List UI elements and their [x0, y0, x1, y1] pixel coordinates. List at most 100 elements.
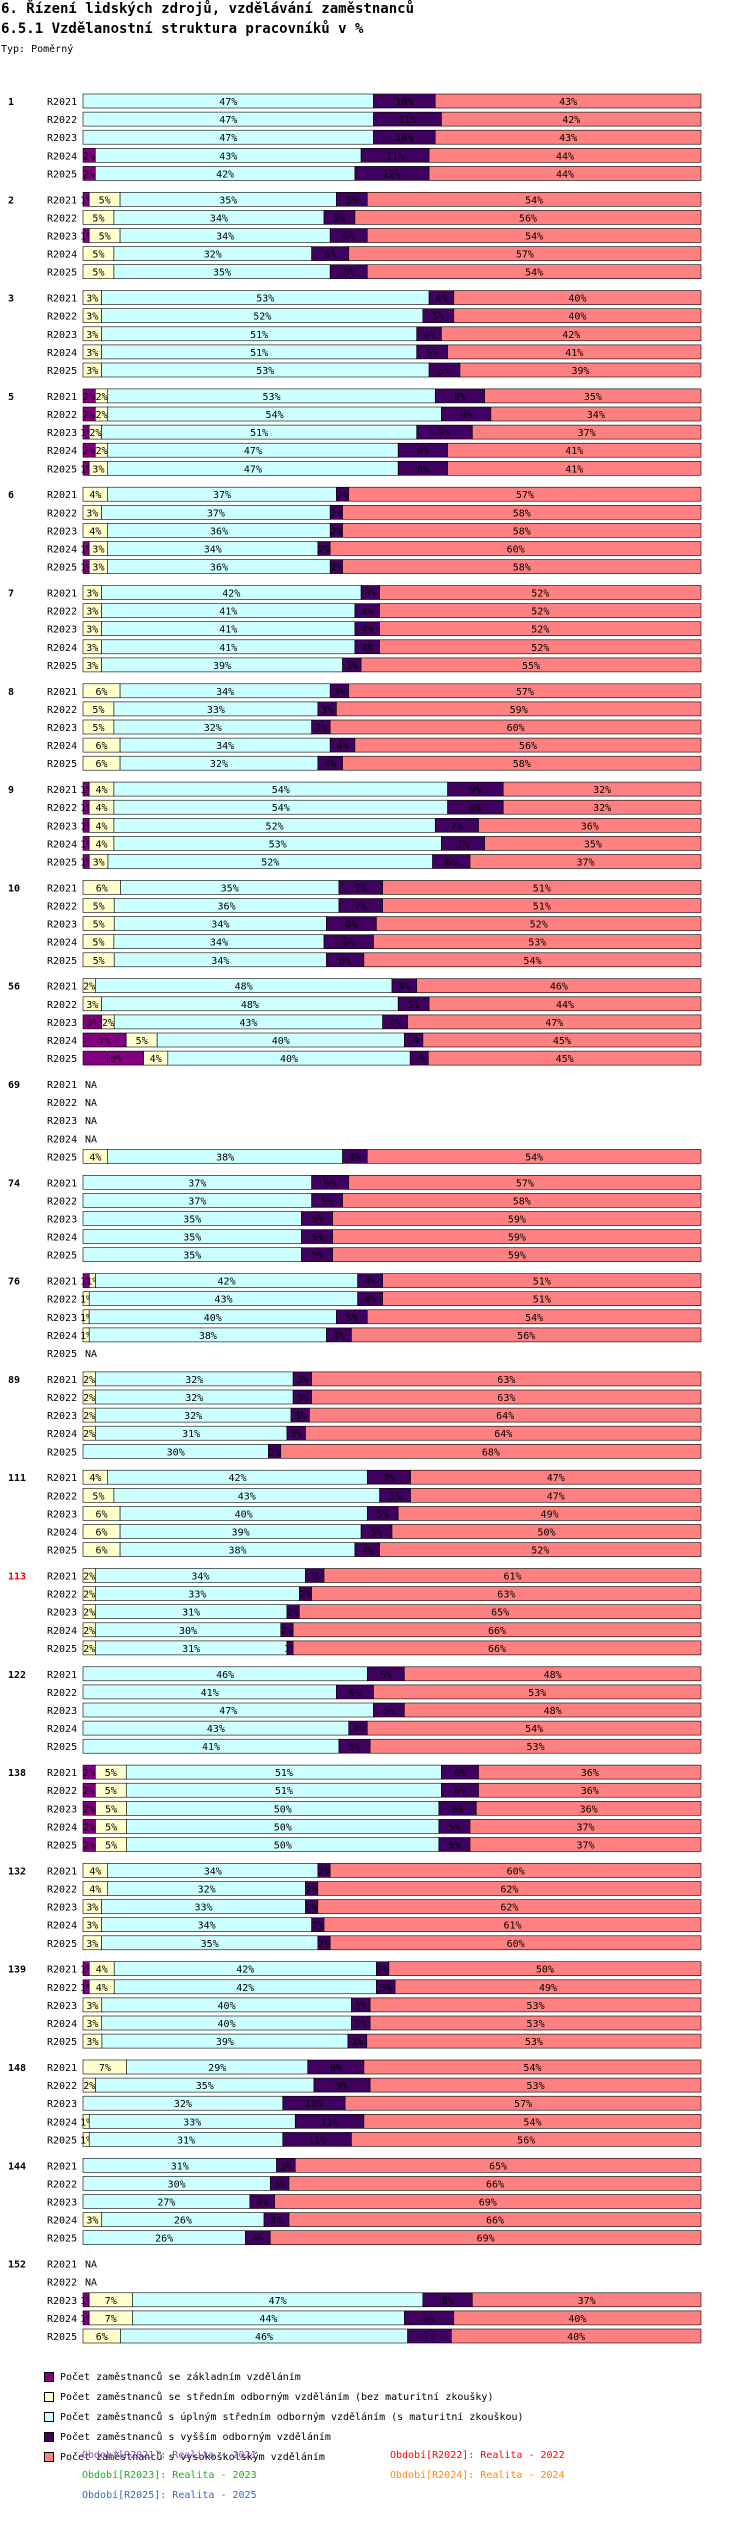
- bar-value-label: 2%: [312, 1921, 324, 1932]
- period-label: R2024: [47, 545, 77, 556]
- bar-value-label: 43%: [238, 1491, 256, 1502]
- bar-value-label: 44%: [556, 1000, 574, 1011]
- bar-value-label: 56%: [519, 741, 537, 752]
- na-label: NA: [85, 1080, 97, 1091]
- period-label: R2023: [47, 1215, 77, 1226]
- bar-segment-vysokoskolske: [342, 523, 702, 538]
- bar-value-label: 12%: [383, 169, 401, 180]
- bar-value-label: 5%: [371, 1528, 383, 1539]
- group-label: 89: [8, 1375, 20, 1386]
- bar-value-label: 30%: [167, 1447, 185, 1458]
- bar-segment-vysokoskolske: [475, 1801, 702, 1816]
- period-label: R2025: [47, 366, 77, 377]
- bar-value-label: 46%: [550, 982, 568, 993]
- period-label: R2023: [47, 330, 77, 341]
- bar-value-label: 1%: [284, 1644, 296, 1655]
- legend-swatch-stredni: [44, 2392, 54, 2402]
- bar-value-label: 32%: [185, 1393, 203, 1404]
- bar-value-label: 36%: [210, 563, 228, 574]
- bar-value-label: 5%: [136, 1036, 148, 1047]
- bar-value-label: 52%: [531, 625, 549, 636]
- period-label: R2021: [47, 785, 77, 796]
- period-label: R2023: [47, 920, 77, 931]
- bar-value-label: 4%: [89, 526, 101, 537]
- group-label: 144: [8, 2161, 26, 2172]
- bar-value-label: 32%: [204, 723, 222, 734]
- bar-value-label: 34%: [204, 545, 222, 556]
- period-2024: Období[R2024]: Realita - 2024: [390, 2470, 565, 2481]
- group-label: 5: [8, 392, 14, 403]
- period-label: R2022: [47, 1885, 77, 1896]
- bar-value-label: 57%: [516, 687, 534, 698]
- bar-segment-vysokoskolske: [332, 1247, 702, 1262]
- bar-value-label: 4%: [361, 643, 373, 654]
- bar-value-label: 34%: [216, 741, 234, 752]
- period-label: R2023: [47, 723, 77, 734]
- period-label: R2021: [47, 2260, 77, 2271]
- period-label: R2025: [47, 1152, 77, 1163]
- bar-value-label: 44%: [259, 2314, 277, 2325]
- bar-value-label: 52%: [530, 920, 548, 931]
- bar-value-label: 6%: [343, 232, 355, 243]
- bar-segment-vysokoskolske: [348, 683, 702, 699]
- bar-value-label: 4%: [150, 1054, 162, 1065]
- bar-value-label: 2%: [287, 1608, 299, 1619]
- group-label: 8: [8, 687, 14, 698]
- bar-value-label: 39%: [213, 661, 231, 672]
- bar-value-label: 60%: [507, 723, 525, 734]
- period-label: R2022: [47, 1295, 77, 1306]
- bar-value-label: 4%: [435, 294, 447, 305]
- bar-value-label: 41%: [565, 348, 583, 359]
- group-label: 74: [8, 1178, 20, 1189]
- bar-value-label: 2%: [306, 1903, 318, 1914]
- bar-value-label: 7%: [105, 2314, 117, 2325]
- bar-value-label: 2%: [83, 1393, 95, 1404]
- bar-value-label: 4%: [389, 1018, 401, 1029]
- bar-value-label: 35%: [183, 1233, 201, 1244]
- period-label: R2024: [47, 446, 77, 457]
- bar-value-label: 66%: [486, 2179, 504, 2190]
- bar-segment-vysokoskolske: [428, 1050, 702, 1066]
- bar-value-label: 54%: [525, 1152, 543, 1163]
- bar-segment-vysokoskolske: [388, 1961, 702, 1976]
- bar-segment-vysokoskolske: [269, 2230, 702, 2245]
- bar-value-label: 7%: [99, 2063, 111, 2074]
- bar-value-label: 43%: [559, 133, 577, 144]
- bar-value-label: 44%: [556, 169, 574, 180]
- period-label: R2021: [47, 195, 77, 206]
- period-label: R2024: [47, 2314, 77, 2325]
- bar-value-label: 3%: [92, 545, 104, 556]
- bar-segment-vysokoskolske: [329, 1935, 702, 1951]
- bar-value-label: 4%: [256, 2198, 268, 2209]
- na-label: NA: [85, 1134, 97, 1145]
- bar-segment-vysokoskolske: [441, 111, 702, 127]
- bar-value-label: 2%: [281, 1626, 293, 1637]
- bar-value-label: 7%: [457, 839, 469, 850]
- bar-value-label: 57%: [516, 490, 534, 501]
- legend-swatch-vysokoskolske: [44, 2452, 54, 2462]
- bar-value-label: 56%: [517, 2135, 535, 2146]
- bar-value-label: 11%: [398, 115, 416, 126]
- legend-label: Počet zaměstnanců se středním odborným v…: [60, 2392, 494, 2403]
- bar-value-label: 2%: [83, 1804, 95, 1815]
- period-label: R2024: [47, 1331, 77, 1342]
- bar-segment-vysokoskolske: [348, 246, 702, 261]
- bar-value-label: 5%: [92, 705, 104, 716]
- bar-segment-vysokoskolske: [416, 978, 702, 994]
- bar-value-label: 2%: [318, 1939, 330, 1950]
- bar-segment-vysokoskolske: [502, 799, 702, 815]
- period-label: R2025: [47, 563, 77, 574]
- bar-segment-vysokoskolske: [447, 460, 702, 476]
- bar-value-label: 3%: [86, 330, 98, 341]
- bar-value-label: 47%: [269, 2296, 287, 2307]
- bar-value-label: 3%: [86, 589, 98, 600]
- bar-segment-vysokoskolske: [311, 1371, 702, 1387]
- group-label: 139: [8, 1965, 26, 1976]
- bar-segment-vysokoskolske: [469, 854, 702, 869]
- bar-value-label: 37%: [578, 2296, 596, 2307]
- bar-value-label: 51%: [250, 330, 268, 341]
- bar-value-label: 40%: [280, 1054, 298, 1065]
- bar-value-label: 5%: [93, 920, 105, 931]
- bar-value-label: 7%: [99, 1036, 111, 1047]
- bar-value-label: 5%: [92, 213, 104, 224]
